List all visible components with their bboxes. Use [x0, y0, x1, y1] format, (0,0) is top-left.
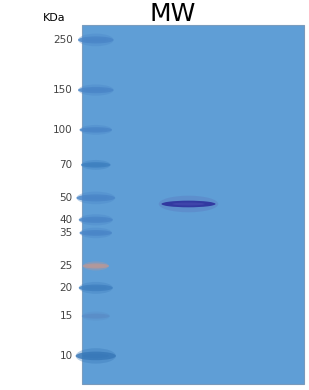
Ellipse shape — [84, 38, 107, 42]
Text: KDa: KDa — [43, 12, 66, 23]
Ellipse shape — [81, 162, 111, 168]
Ellipse shape — [83, 261, 109, 271]
Text: 35: 35 — [59, 228, 73, 238]
Ellipse shape — [80, 127, 112, 133]
Ellipse shape — [76, 348, 116, 363]
Ellipse shape — [85, 218, 107, 222]
Ellipse shape — [78, 85, 114, 96]
Text: 250: 250 — [53, 35, 73, 45]
Ellipse shape — [83, 196, 108, 200]
Ellipse shape — [80, 125, 112, 135]
Text: 150: 150 — [53, 85, 73, 95]
Ellipse shape — [79, 217, 113, 223]
Ellipse shape — [78, 36, 114, 43]
Ellipse shape — [78, 34, 114, 46]
Ellipse shape — [159, 196, 218, 212]
Ellipse shape — [85, 286, 107, 289]
Ellipse shape — [82, 314, 110, 319]
Ellipse shape — [80, 230, 112, 236]
Ellipse shape — [79, 282, 113, 294]
Bar — [82, 25, 304, 384]
Text: 40: 40 — [60, 215, 73, 225]
Text: 50: 50 — [60, 193, 73, 203]
Ellipse shape — [85, 232, 106, 234]
Text: 20: 20 — [60, 283, 73, 293]
Ellipse shape — [77, 194, 115, 201]
Ellipse shape — [162, 201, 216, 207]
Bar — [82, 25, 304, 384]
Ellipse shape — [82, 312, 110, 321]
Text: 25: 25 — [59, 261, 73, 271]
Ellipse shape — [83, 354, 109, 358]
Ellipse shape — [87, 265, 104, 267]
Ellipse shape — [87, 315, 105, 317]
Ellipse shape — [79, 285, 113, 291]
Text: 15: 15 — [59, 311, 73, 321]
Ellipse shape — [77, 191, 115, 204]
Text: 10: 10 — [60, 351, 73, 361]
Text: 70: 70 — [60, 160, 73, 170]
Ellipse shape — [80, 228, 112, 238]
Text: 100: 100 — [53, 125, 73, 135]
Ellipse shape — [83, 263, 109, 268]
Ellipse shape — [85, 128, 106, 131]
Ellipse shape — [86, 163, 105, 166]
Ellipse shape — [84, 89, 107, 92]
Text: MW: MW — [150, 2, 196, 26]
Ellipse shape — [81, 160, 111, 170]
Ellipse shape — [79, 214, 113, 225]
Ellipse shape — [78, 87, 114, 93]
Ellipse shape — [76, 352, 116, 360]
Ellipse shape — [172, 202, 205, 206]
